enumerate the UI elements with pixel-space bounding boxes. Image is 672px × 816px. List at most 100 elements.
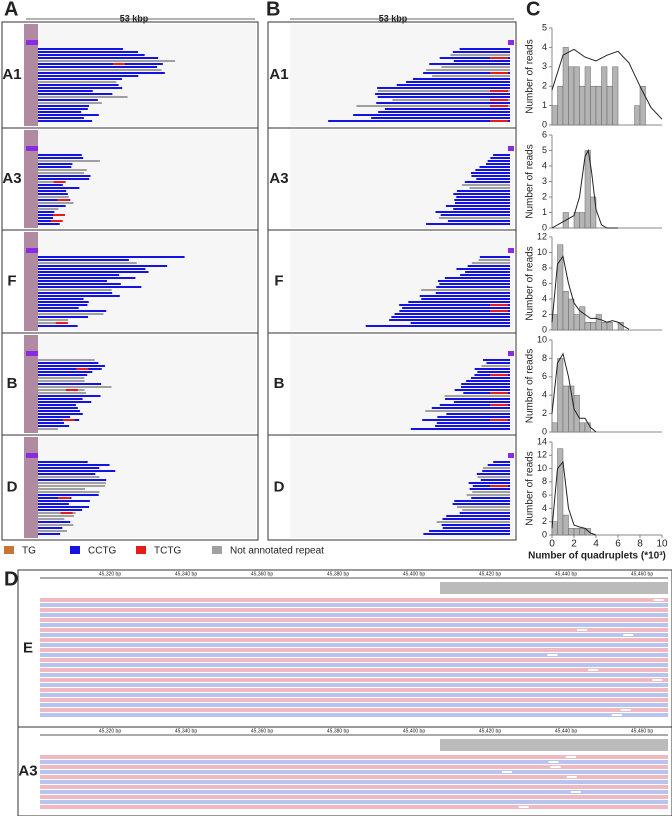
read	[470, 172, 510, 174]
ruler-label: 45,360 bp	[251, 571, 273, 577]
read	[476, 178, 510, 180]
aligned-read	[40, 785, 668, 789]
read	[469, 488, 510, 490]
read	[475, 169, 510, 171]
read	[423, 533, 510, 535]
read	[38, 184, 63, 186]
aligned-read	[40, 663, 668, 667]
read	[38, 512, 76, 514]
x-tick-label: 10	[656, 539, 668, 550]
read	[38, 99, 98, 101]
aligned-read	[40, 678, 668, 682]
x-tick-label: 8	[637, 539, 643, 550]
read	[431, 407, 510, 409]
read	[442, 527, 510, 529]
read	[421, 289, 510, 291]
read	[441, 66, 510, 68]
y-axis-label: Number of reads	[525, 349, 536, 423]
aligned-read	[40, 683, 668, 687]
sample-label: A3	[18, 762, 37, 779]
read	[38, 401, 92, 403]
y-tick-label: 10	[537, 247, 547, 257]
aligned-read	[40, 780, 668, 784]
read	[38, 389, 85, 391]
read	[38, 292, 113, 294]
sample-label: A3	[2, 170, 21, 187]
read	[38, 172, 84, 174]
read	[483, 359, 510, 361]
read	[38, 187, 80, 189]
aligned-read	[40, 800, 668, 804]
read	[444, 277, 510, 279]
ruler-label: 45,420 bp	[479, 728, 501, 734]
ruler-label: 45,420 bp	[479, 571, 501, 577]
read	[38, 470, 116, 472]
read	[446, 413, 510, 415]
read	[371, 117, 510, 119]
y-tick-label: 6	[542, 129, 547, 139]
indel	[576, 629, 587, 631]
read	[38, 211, 55, 213]
ruler-label: 45,440 bp	[555, 571, 577, 577]
bar	[579, 85, 586, 126]
aligned-read	[40, 628, 668, 632]
read	[453, 193, 510, 195]
read	[377, 87, 510, 89]
read	[38, 69, 162, 71]
bar	[579, 212, 586, 229]
read	[38, 422, 65, 424]
y-tick-label: 2	[542, 408, 547, 418]
x-tick-label: 0	[549, 539, 555, 550]
read	[471, 175, 510, 177]
read	[38, 491, 100, 493]
read-segment	[490, 374, 508, 376]
read	[454, 500, 510, 502]
read	[38, 90, 93, 92]
read	[421, 298, 510, 300]
y-axis-label: Number of reads	[525, 246, 536, 320]
read	[38, 533, 61, 535]
read	[38, 57, 159, 59]
aligned-read	[40, 698, 668, 702]
indel	[547, 654, 558, 656]
read	[38, 87, 123, 89]
read-segment	[60, 512, 73, 514]
y-tick-label: 1	[542, 207, 547, 217]
read	[38, 108, 88, 110]
read	[38, 307, 79, 309]
aligned-read	[40, 765, 668, 769]
ref-block	[24, 24, 38, 126]
read	[38, 259, 129, 261]
fit-curve	[551, 352, 597, 433]
read	[38, 178, 90, 180]
read	[38, 374, 88, 376]
bar	[595, 85, 602, 126]
y-tick-label: 12	[537, 450, 547, 460]
fit-curve	[551, 148, 618, 229]
read	[38, 383, 102, 385]
read	[38, 527, 63, 529]
read	[436, 521, 510, 523]
read-segment	[55, 322, 68, 324]
read	[391, 316, 510, 318]
read	[38, 277, 136, 279]
bar	[606, 85, 613, 126]
sample-label: B	[274, 375, 285, 392]
read	[38, 78, 122, 80]
read	[453, 401, 510, 403]
read	[38, 464, 110, 466]
read-segment	[490, 105, 508, 107]
sample-label: A1	[2, 66, 21, 83]
read	[38, 120, 93, 122]
read	[38, 301, 89, 303]
bar	[639, 85, 646, 126]
bar	[568, 298, 575, 331]
bar	[573, 314, 580, 331]
read	[479, 166, 510, 168]
bar	[590, 196, 597, 229]
header-bar	[26, 453, 38, 458]
read	[38, 416, 71, 418]
read	[38, 63, 163, 65]
read	[470, 377, 510, 379]
read	[38, 485, 106, 487]
